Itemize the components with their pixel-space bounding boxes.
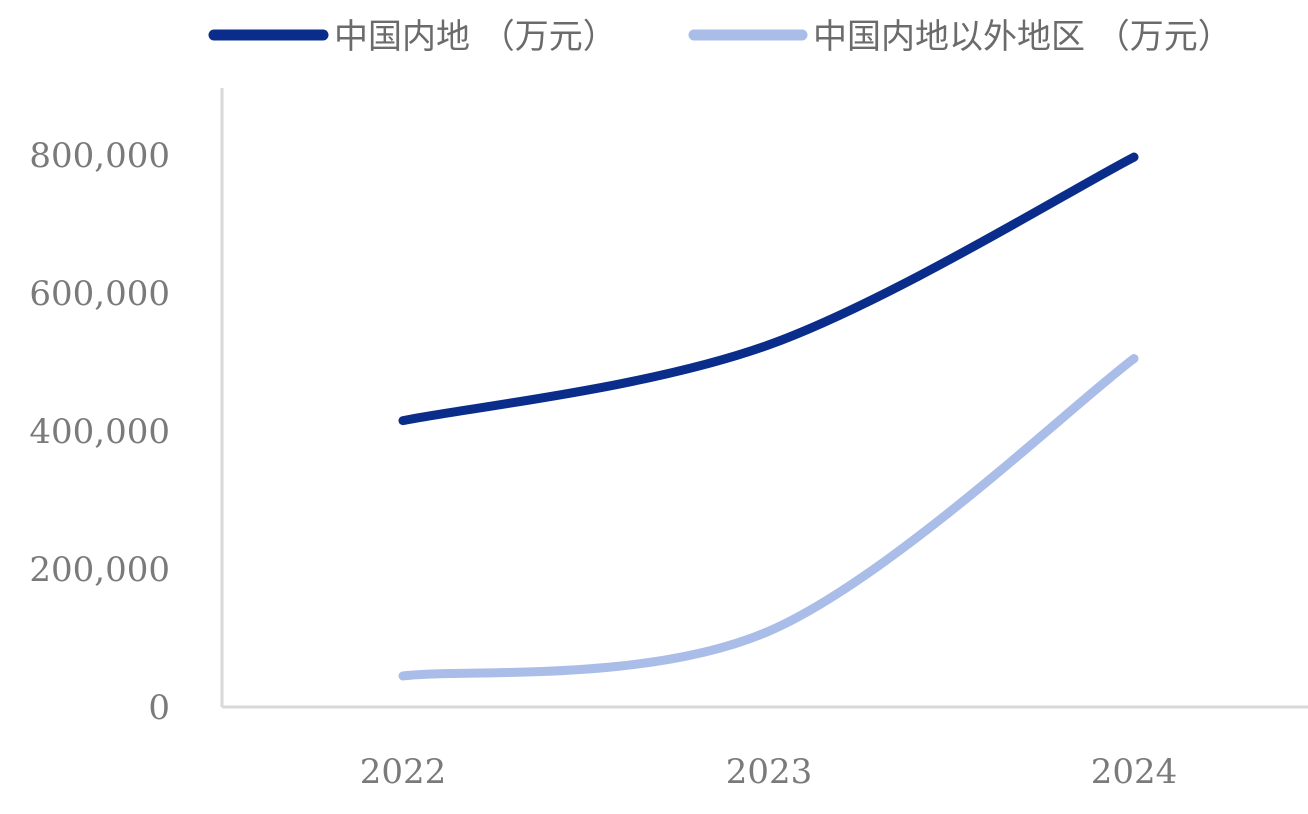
legend-item-2: 中国内地以外地区 （万元） (694, 17, 1232, 57)
legend-item-1: 中国内地 （万元） (214, 17, 617, 57)
y-tick-label: 400,000 (29, 412, 170, 452)
x-tick-label: 2023 (726, 752, 813, 792)
y-axis: 0 200,000 400,000 600,000 800,000 (29, 88, 222, 728)
legend-label: 中国内地 （万元） (334, 17, 617, 57)
x-tick-label: 2022 (360, 752, 447, 792)
y-tick-label: 200,000 (29, 550, 170, 590)
y-tick-label: 0 (148, 688, 170, 728)
plot-area (403, 157, 1134, 676)
x-axis: 2022 2023 2024 (222, 707, 1308, 792)
x-tick-label: 2024 (1091, 752, 1178, 792)
y-tick-label: 800,000 (29, 136, 170, 176)
legend-label: 中国内地以外地区 （万元） (813, 17, 1232, 57)
y-tick-label: 600,000 (29, 274, 170, 314)
legend: 中国内地 （万元） 中国内地以外地区 （万元） (214, 17, 1232, 57)
series-line-1 (403, 157, 1134, 421)
